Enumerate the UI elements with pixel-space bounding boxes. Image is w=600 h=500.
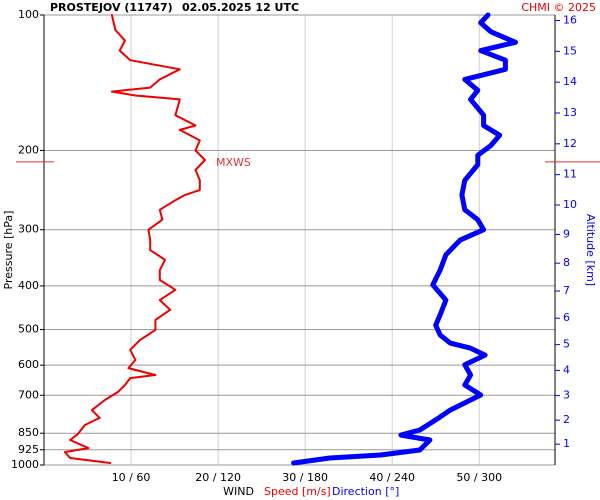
- y-tick-label: 700: [18, 388, 39, 401]
- y2-tick-label: 12: [563, 137, 577, 150]
- y2-tick-label: 2: [563, 413, 570, 426]
- credit: CHMI © 2025: [521, 1, 596, 14]
- chart-title: PROSTEJOV (11747): [50, 1, 173, 14]
- x-tick-label: 20 / 120: [195, 471, 241, 484]
- chart-subtitle: 02.05.2025 12 UTC: [182, 1, 299, 14]
- y-axis-label: Pressure [hPa]: [2, 211, 15, 290]
- y-tick-label: 200: [18, 143, 39, 156]
- y2-tick-label: 1: [563, 437, 570, 450]
- x-tick-label: 40 / 240: [369, 471, 415, 484]
- y-tick-label: 100: [18, 8, 39, 21]
- y2-tick-label: 14: [563, 75, 577, 88]
- y-tick-label: 400: [18, 279, 39, 292]
- y-tick-label: 1000: [11, 458, 39, 471]
- profile-line: [291, 12, 518, 466]
- y2-axis-label: Altitude [km]: [584, 214, 597, 286]
- y2-tick-label: 7: [563, 284, 570, 297]
- y2-tick-label: 3: [563, 389, 570, 402]
- legend-entry: Direction [°]: [332, 485, 399, 498]
- y2-tick-label: 9: [563, 227, 570, 240]
- y2-tick-label: 11: [563, 168, 577, 181]
- legend-title: WIND: [223, 485, 254, 498]
- y2-tick-label: 10: [563, 198, 577, 211]
- y2-tick-label: 4: [563, 363, 570, 376]
- legend-entry: Speed [m/s]: [264, 485, 331, 498]
- x-tick-label: 50 / 300: [456, 471, 502, 484]
- x-tick-label: 10 / 60: [112, 471, 151, 484]
- y2-tick-label: 15: [563, 44, 577, 57]
- y2-tick-label: 5: [563, 338, 570, 351]
- x-tick-label: 30 / 180: [282, 471, 328, 484]
- y-tick-label: 600: [18, 358, 39, 371]
- profile-line: [63, 14, 206, 464]
- annotation: MXWS: [216, 156, 251, 169]
- y2-tick-label: 13: [563, 106, 577, 119]
- y2-tick-label: 8: [563, 256, 570, 269]
- y2-tick-label: 6: [563, 311, 570, 324]
- y-tick-label: 300: [18, 223, 39, 236]
- y-tick-label: 500: [18, 323, 39, 336]
- y-tick-label: 850: [18, 426, 39, 439]
- y-tick-label: 925: [18, 443, 39, 456]
- y2-tick-label: 16: [563, 14, 577, 27]
